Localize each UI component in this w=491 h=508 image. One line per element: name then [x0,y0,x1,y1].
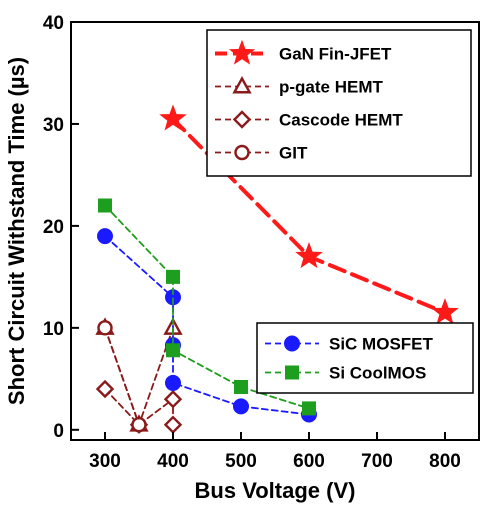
legend-marker [285,365,299,380]
legend-top-right: GaN Fin-JFET p-gate HEMT Cascode HEMT GIT [206,29,472,177]
legend-box [256,322,474,394]
series-p-gate-hemt [95,317,183,432]
series-git [97,320,147,433]
x-tick-label: 600 [293,451,325,472]
ticks-layer: 300 400 500 600 700 800 0 10 20 30 40 [43,13,461,472]
data-point [163,390,183,409]
legend-label: GaN Fin-JFET [279,45,392,64]
data-point [165,374,181,391]
legend-marker [228,39,256,65]
data-point [159,104,187,131]
x-tick-label: 300 [89,451,121,472]
data-point [431,298,459,325]
data-point [97,228,113,245]
legend-marker [234,144,250,161]
legend-label: SiC MOSFET [329,335,434,354]
plot-frame [70,21,480,441]
data-point [97,320,113,336]
x-tick-label: 500 [225,451,257,472]
x-tick-label: 400 [157,451,189,472]
series-line [104,388,174,426]
y-tick-label: 0 [53,421,64,442]
legend-label: Si CoolMOS [329,364,426,383]
legend-marker [232,110,252,129]
data-point [302,401,316,416]
legend-marker [284,335,300,352]
data-point [98,198,112,213]
legend-label: p-gate HEMT [279,78,384,97]
legend-label: Cascode HEMT [279,111,403,130]
x-tick-label: 700 [361,451,393,472]
series-layer [95,104,459,434]
x-tick-label: 800 [429,451,461,472]
data-point [233,398,249,415]
series-line [104,235,310,416]
data-point [163,415,183,434]
data-point [234,379,248,394]
legend-label: GIT [279,144,308,163]
legend-marker [232,76,252,94]
y-tick-label: 10 [43,319,64,340]
y-tick-label: 30 [43,115,64,136]
data-point [166,269,180,284]
y-tick-label: 20 [43,217,64,238]
legend-layer: GaN Fin-JFET p-gate HEMT Cascode HEMT GIT Si… [206,29,474,394]
series-line [104,326,174,428]
x-axis-title: Bus Voltage (V) [195,478,356,503]
y-tick-label: 40 [43,13,64,34]
data-point [95,379,115,399]
y-axis-title: Short Circuit Withstand Time (µs) [4,57,29,405]
legend-lower-right: SiC MOSFET Si CoolMOS [256,322,474,394]
data-point [166,343,180,358]
series-line [104,326,140,426]
data-point [131,417,147,433]
data-point [295,242,323,269]
series-si-coolmos [98,198,316,416]
